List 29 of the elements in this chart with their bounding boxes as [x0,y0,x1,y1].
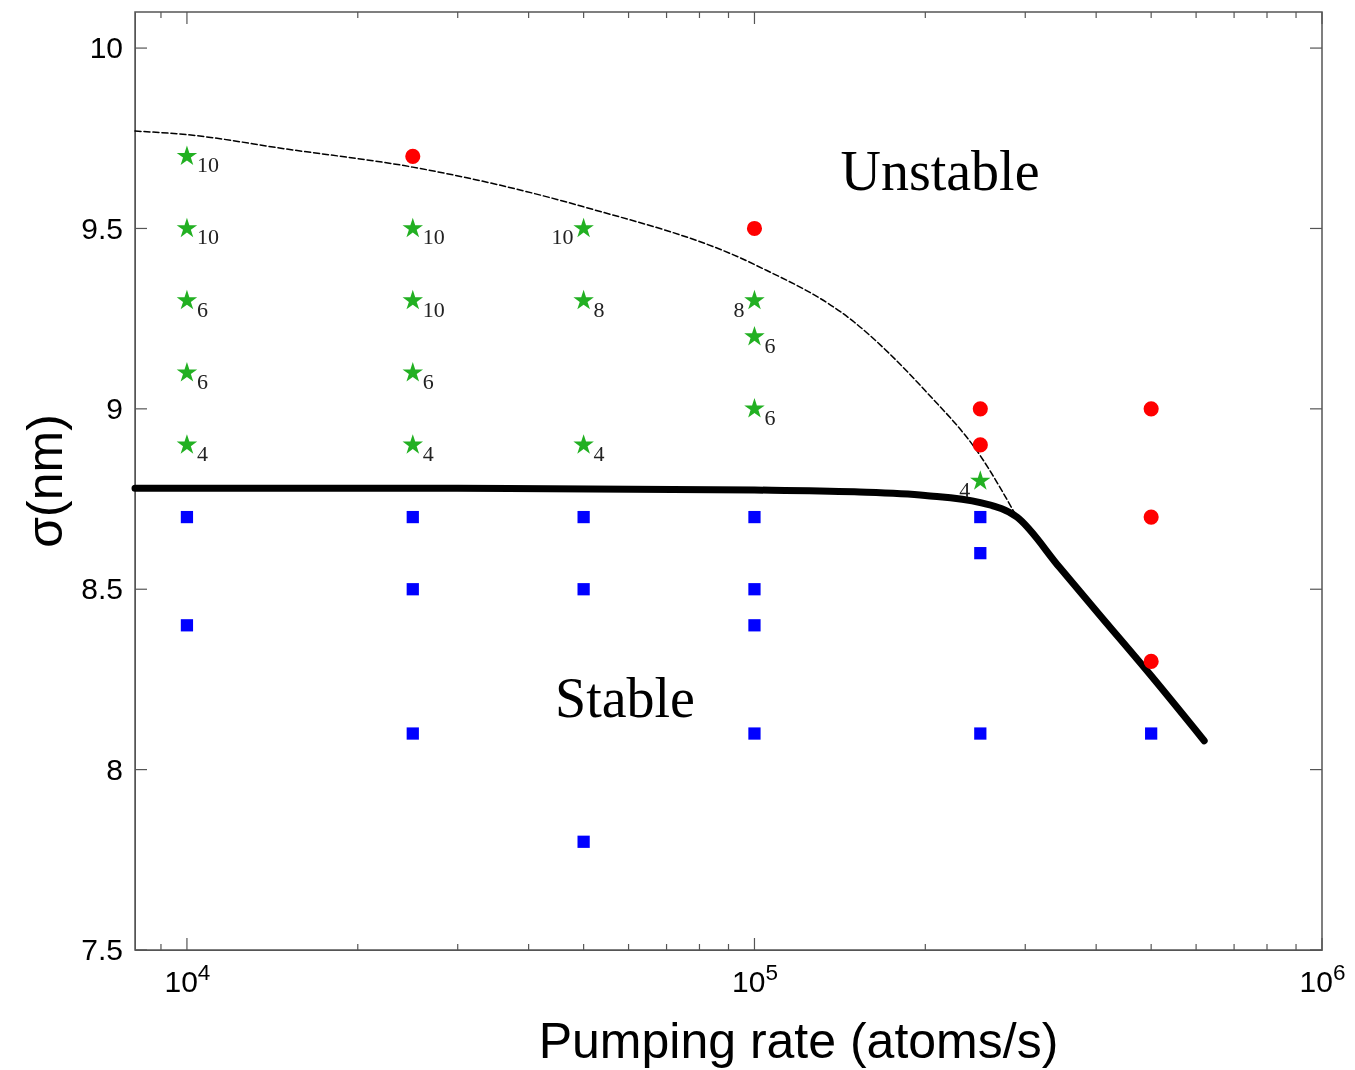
annotation: 6 [196,296,208,322]
y-tick-label: 8.5 [81,572,123,606]
annotation: 10 [422,224,445,250]
x-tick-label: 10$^{4}$ [164,959,211,998]
annotation: 4 [422,440,434,466]
y-tick-label: 9.5 [81,211,123,245]
annotation: Stable [555,667,695,729]
annotation: 8 [593,296,605,322]
annotation: 4 [196,440,208,466]
annotation: 4 [959,477,971,502]
annotation: 10 [196,224,219,250]
x-tick-label: 10$^{5}$ [732,959,778,998]
y-tick-label: 7.5 [81,933,123,967]
y-tick-label: 8 [106,752,123,786]
annotation: 6 [422,368,434,394]
annotation: 10 [422,296,445,322]
annotation: 6 [764,404,776,430]
annotation: 4 [593,440,605,466]
y-tick-label: 9 [106,391,123,425]
annotation: 6 [764,332,776,358]
annotation: 8 [733,296,745,322]
x-tick-label: 10$^{6}$ [1299,959,1346,998]
y-axis-title: σ(nm) [17,414,73,548]
annotation: 10 [551,224,574,250]
annotation: Unstable [840,140,1040,202]
x-axis-title: Pumping rate (atoms/s) [538,1013,1059,1069]
annotation: 6 [196,368,208,394]
annotation: 10 [196,152,219,178]
y-tick-label: 10 [89,31,123,65]
